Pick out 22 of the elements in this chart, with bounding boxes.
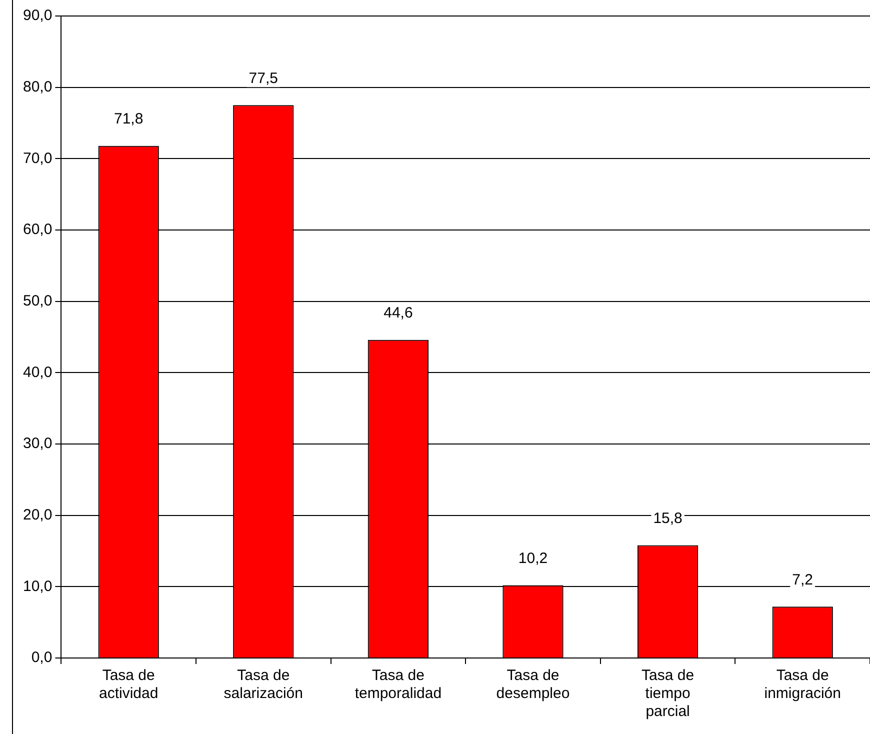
y-tick-label: 40,0 [22, 364, 52, 381]
data-label: 71,8 [114, 110, 144, 128]
data-label: 15,8 [653, 510, 682, 527]
y-tick-label: 80,0 [22, 78, 52, 96]
y-tick-label: 50,0 [22, 292, 52, 310]
y-tick-label: 0,0 [31, 649, 52, 666]
x-tick-label: Tasa de tiempo parcial [642, 667, 694, 720]
y-tick-label: 90,0 [22, 7, 52, 24]
data-label: 44,6 [384, 304, 413, 322]
x-tick-label: Tasa de actividad [98, 667, 158, 702]
x-tick-label: Tasa de salarización [224, 667, 304, 702]
y-tick-label: 20,0 [22, 506, 52, 524]
y-tick-label: 30,0 [22, 435, 52, 452]
x-tick-label: Tasa de desempleo [496, 667, 570, 702]
data-label: 77,5 [248, 70, 278, 87]
y-tick-label: 70,0 [22, 150, 52, 167]
x-tick-label: Tasa de temporalidad [354, 667, 442, 702]
x-tick-label: Tasa de inmigración [764, 667, 841, 702]
y-tick-label: 60,0 [22, 221, 52, 238]
data-label: 10,2 [518, 550, 548, 567]
data-label: 7,2 [792, 571, 814, 588]
y-tick-label: 10,0 [22, 578, 52, 595]
